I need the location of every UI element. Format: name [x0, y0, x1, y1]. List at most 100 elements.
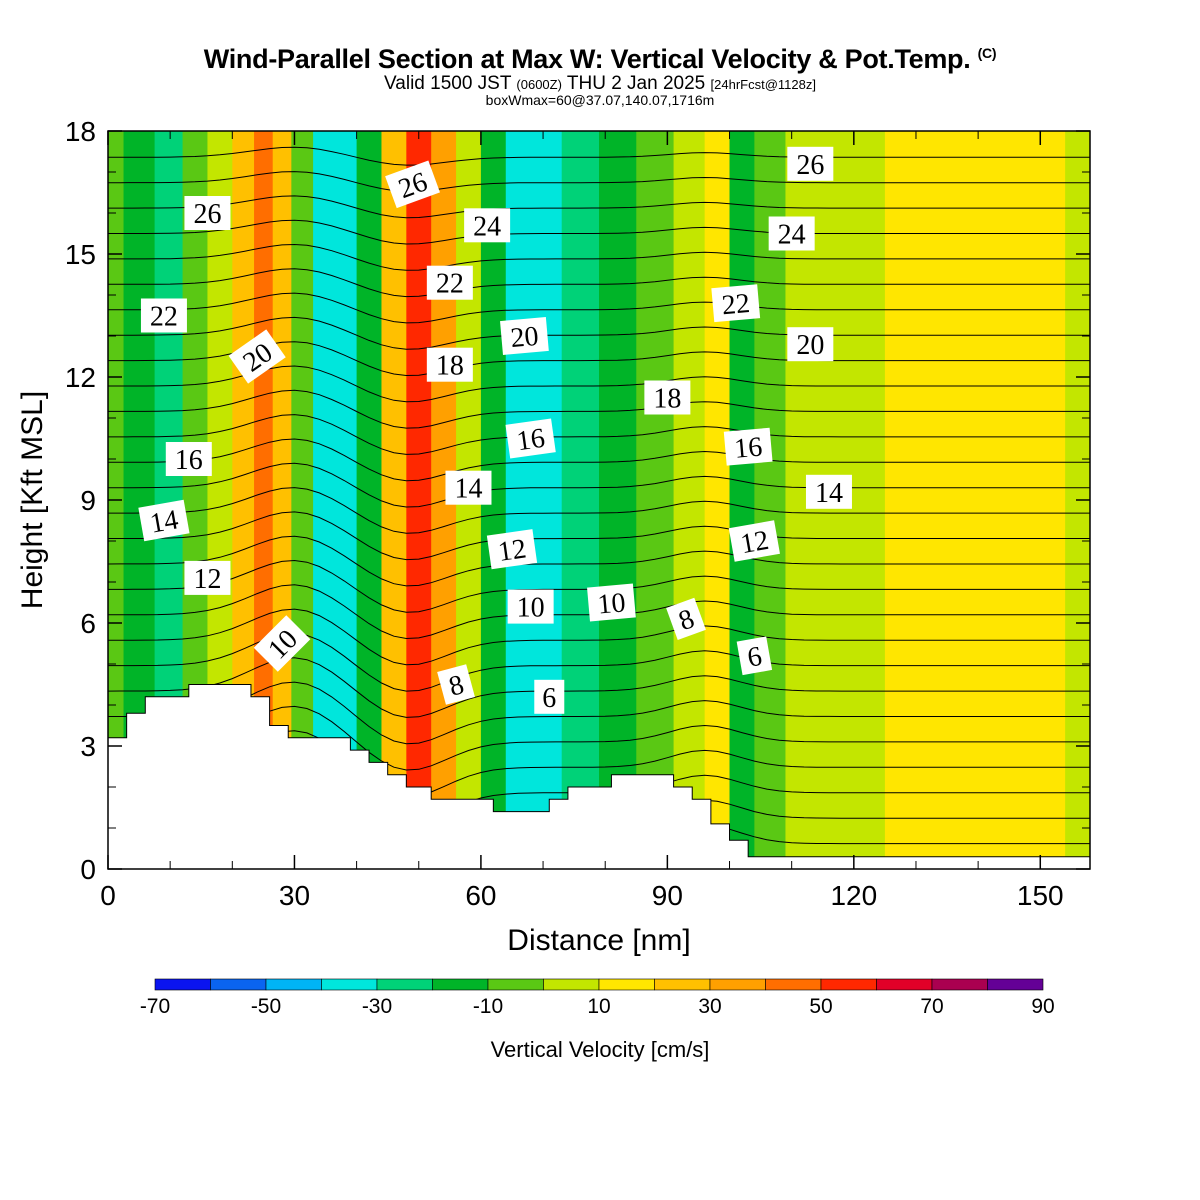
colorbar-swatch — [876, 978, 933, 991]
velocity-column — [754, 131, 786, 869]
colorbar-swatch — [210, 978, 267, 991]
theta-contour — [108, 511, 1090, 561]
contour-label-text: 6 — [745, 641, 764, 674]
contour-label: 22 — [140, 298, 187, 333]
contour-label: 6 — [736, 636, 773, 676]
contour-label-text: 24 — [778, 220, 806, 251]
colorbar-swatch — [820, 978, 877, 991]
colorbar: -70 -50 -30 -10 10 30 50 70 90 — [140, 978, 1055, 1018]
contour-label-bg — [711, 284, 761, 323]
box-wmax-line: boxWmax=60@37.07,140.07,1716m — [485, 92, 715, 108]
x-tick-label: 30 — [279, 880, 310, 911]
contour-label-bg — [534, 679, 565, 714]
contour-label-text: 20 — [796, 330, 824, 361]
contour-label: 10 — [507, 589, 554, 624]
theta-contour — [108, 414, 1090, 455]
colorbar-swatch — [321, 978, 378, 991]
contour-label-text: 20 — [509, 321, 540, 354]
colorbar-swatch — [598, 978, 655, 991]
contour-label: 22 — [711, 284, 761, 323]
colorbar-title: Vertical Velocity [cm/s] — [491, 1037, 710, 1062]
contour-label: 8 — [437, 664, 475, 705]
contour-label-bg — [385, 160, 440, 209]
vertical-velocity-field — [108, 131, 1090, 869]
contour-label-bg — [437, 664, 475, 705]
y-tick-label: 15 — [65, 239, 96, 270]
theta-contour — [108, 243, 1090, 271]
theta-contour — [108, 438, 1090, 482]
contour-label-text: 26 — [796, 150, 824, 181]
valid-utc: (0600Z) — [516, 77, 562, 92]
colorbar-swatch — [709, 978, 766, 991]
contour-label: 26 — [787, 146, 834, 181]
theta-contour — [108, 292, 1090, 324]
contour-label: 24 — [464, 208, 511, 243]
x-tick-label: 60 — [465, 880, 496, 911]
colorbar-label: -70 — [140, 995, 170, 1018]
valid-date: THU 2 Jan 2025 — [566, 73, 706, 94]
theta-contour — [108, 535, 1090, 587]
contour-label-bg — [486, 529, 538, 570]
contour-label: 24 — [768, 216, 815, 251]
contour-label-bg — [728, 520, 780, 562]
y-tick-label: 3 — [80, 731, 96, 762]
velocity-column — [313, 131, 336, 869]
contour-label-bg — [505, 418, 556, 459]
contour-label: 12 — [486, 529, 538, 570]
theta-contour — [108, 462, 1090, 508]
contour-label-bg — [165, 442, 212, 476]
theta-contour — [108, 146, 1090, 166]
contour-label-bg — [723, 427, 773, 466]
contour-label-text: 14 — [454, 474, 482, 505]
velocity-column — [505, 131, 532, 869]
contour-labels: 2622201614121026221814824201612106101882… — [138, 146, 852, 714]
axes: 0 30 60 90 120 150 0 3 6 9 12 15 18 — [65, 116, 1090, 911]
contour-label-text: 14 — [148, 504, 181, 539]
chart-title: Wind-Parallel Section at Max W: Vertical… — [0, 44, 1200, 75]
colorbar-swatch — [487, 978, 544, 991]
contour-label: 16 — [505, 418, 556, 459]
velocity-column — [729, 131, 755, 869]
x-axis-title: Distance [nm] — [507, 924, 690, 957]
contour-label-text: 12 — [193, 564, 221, 595]
velocity-column — [636, 131, 675, 869]
velocity-column — [530, 131, 563, 869]
velocity-column — [254, 131, 274, 869]
y-tick-label: 18 — [65, 116, 96, 147]
theta-contour — [108, 171, 1090, 192]
velocity-column — [334, 131, 358, 869]
contour-label-text: 22 — [436, 269, 464, 300]
colorbar-label: -30 — [362, 995, 392, 1018]
x-tick-label: 120 — [830, 880, 877, 911]
contour-label-bg — [787, 327, 834, 362]
colorbar-swatch — [154, 978, 211, 991]
contour-label: 14 — [805, 474, 852, 509]
contour-label-bg — [464, 208, 511, 243]
y-tick-label: 9 — [80, 485, 96, 516]
theta-contour — [108, 195, 1090, 219]
contour-label: 12 — [184, 560, 231, 595]
contour-label-text: 22 — [150, 302, 178, 333]
contour-label-text: 24 — [473, 211, 501, 242]
contour-label-text: 16 — [175, 445, 203, 476]
y-tick-label: 6 — [80, 608, 96, 639]
contour-label-bg — [805, 474, 852, 509]
contour-label-bg — [666, 597, 706, 641]
y-tick-label: 12 — [65, 362, 96, 393]
velocity-column — [561, 131, 600, 869]
x-tick-label: 90 — [652, 880, 683, 911]
colorbar-label: 10 — [587, 995, 610, 1018]
contour-label-bg — [184, 196, 231, 230]
copyright-mark: (C) — [977, 45, 997, 61]
x-tick-label: 0 — [100, 880, 116, 911]
theta-contour — [108, 681, 1090, 745]
terrain — [107, 684, 1091, 870]
colorbar-swatch — [432, 978, 489, 991]
theta-contour — [108, 219, 1090, 245]
contour-label: 20 — [787, 327, 834, 362]
valid-time-line: Valid 1500 JST (0600Z) THU 2 Jan 2025 [2… — [0, 73, 1200, 95]
contour-label-bg — [184, 560, 231, 595]
colorbar-swatch — [931, 978, 988, 991]
colorbar-swatch — [376, 978, 433, 991]
